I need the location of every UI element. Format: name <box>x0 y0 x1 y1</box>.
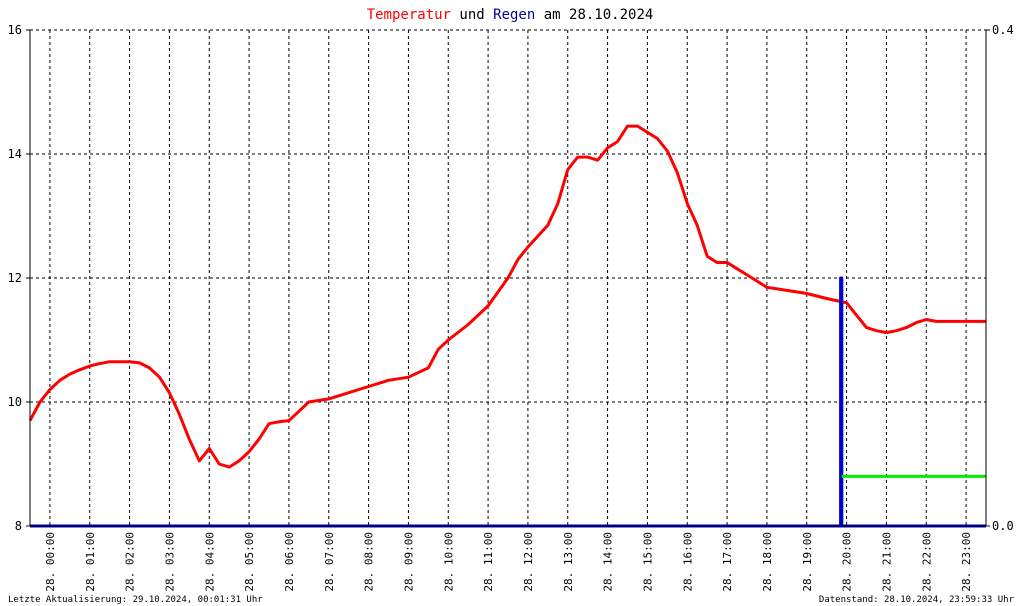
title-und: und <box>451 7 493 23</box>
footer-data-status: Datenstand: 28.10.2024, 23:59:33 Uhr <box>819 595 1015 605</box>
x-tick-label: 28. 05:00 <box>243 532 256 592</box>
tick-labels: 28. 00:00 28. 01:00 28. 02:00 28. 03:00 28. … <box>8 23 1014 592</box>
x-tick-label: 28. 04:00 <box>203 532 216 592</box>
y-tick-label-left: 10 <box>8 395 22 409</box>
x-tick-label: 28. 08:00 <box>363 532 376 592</box>
x-tick-label: 28. 18:00 <box>761 532 774 592</box>
y-tick-label-left: 8 <box>15 519 22 533</box>
y-tick-label-right: 0.0 <box>992 519 1014 533</box>
x-tick-label: 28. 13:00 <box>562 532 575 592</box>
x-tick-label: 28. 19:00 <box>801 532 814 592</box>
grid <box>30 29 986 526</box>
x-tick-label: 28. 22:00 <box>920 532 933 592</box>
footer-last-update: Letzte Aktualisierung: 29.10.2024, 00:01… <box>8 595 263 605</box>
x-tick-label: 28. 01:00 <box>84 532 97 592</box>
x-tick-label: 28. 12:00 <box>522 532 535 592</box>
x-tick-label: 28. 10:00 <box>442 532 455 592</box>
y-tick-label-left: 12 <box>8 271 22 285</box>
x-tick-label: 28. 03:00 <box>163 532 176 592</box>
series-group <box>28 124 986 528</box>
y-tick-label-left: 14 <box>8 147 22 161</box>
x-tick-label: 28. 23:00 <box>960 532 973 592</box>
y-tick-label-left: 16 <box>8 23 22 37</box>
x-tick-label: 28. 17:00 <box>721 532 734 592</box>
x-tick-label: 28. 20:00 <box>841 532 854 592</box>
x-tick-label: 28. 14:00 <box>602 532 615 592</box>
chart-title: Temperatur und Regen am 28.10.2024 <box>367 7 654 23</box>
temperature-line <box>28 124 986 469</box>
title-regen: Regen <box>493 7 535 23</box>
x-tick-label: 28. 21:00 <box>880 532 893 592</box>
y-tick-label-right: 0.4 <box>992 23 1014 37</box>
x-tick-label: 28. 02:00 <box>124 532 137 592</box>
axes <box>26 29 990 527</box>
title-date: am 28.10.2024 <box>535 7 653 23</box>
x-tick-label: 28. 06:00 <box>283 532 296 592</box>
x-tick-label: 28. 11:00 <box>482 532 495 592</box>
x-tick-label: 28. 07:00 <box>323 532 336 592</box>
x-tick-label: 28. 00:00 <box>44 532 57 592</box>
title-temperatur: Temperatur <box>367 7 451 23</box>
x-tick-label: 28. 09:00 <box>402 532 415 592</box>
x-tick-label: 28. 15:00 <box>641 532 654 592</box>
x-tick-label: 28. 16:00 <box>681 532 694 592</box>
